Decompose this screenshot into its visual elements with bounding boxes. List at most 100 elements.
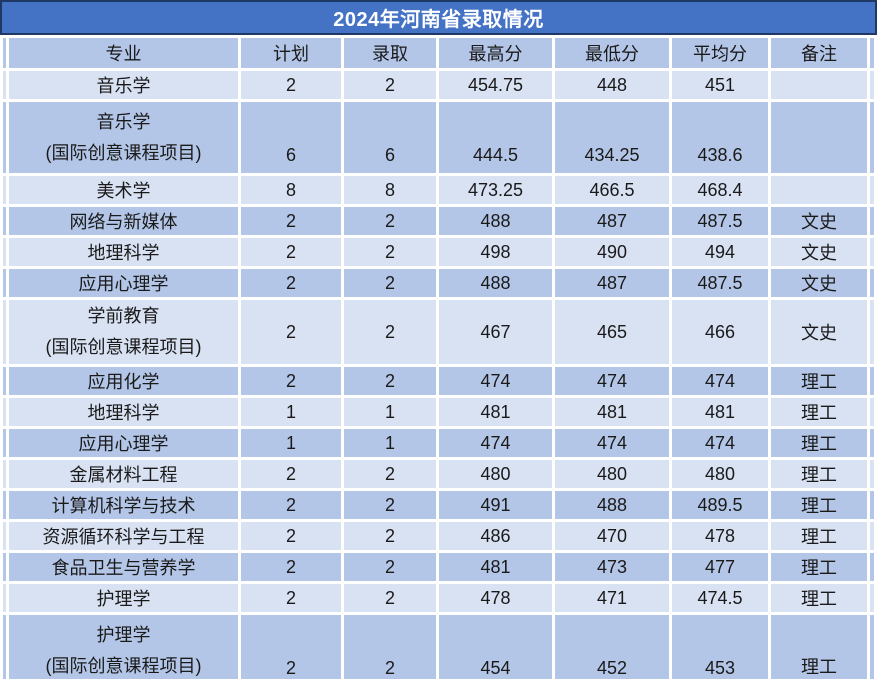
admitted-cell: 2 [344, 553, 436, 581]
max-score-cell: 473.25 [439, 176, 552, 204]
min-score-cell: 481 [555, 398, 669, 426]
admitted-cell: 1 [344, 398, 436, 426]
col-header-min-score: 最低分 [555, 38, 669, 68]
table-title: 2024年河南省录取情况 [0, 0, 877, 35]
table-edge-sliver [870, 38, 874, 68]
max-score-cell: 454.75 [439, 71, 552, 99]
major-cell: 护理学 (国际创意课程项目) [9, 615, 238, 679]
table-edge-sliver [3, 522, 6, 550]
table-edge-sliver [870, 398, 874, 426]
major-cell: 应用化学 [9, 367, 238, 395]
table-edge-sliver [870, 553, 874, 581]
table-row: 应用化学 2 2 474 474 474 理工 [3, 367, 874, 395]
table-edge-sliver [3, 584, 6, 612]
avg-score-cell: 480 [672, 460, 768, 488]
table-edge-sliver [3, 238, 6, 266]
table-edge-sliver [870, 615, 874, 679]
table-edge-sliver [3, 429, 6, 457]
col-header-admitted: 录取 [344, 38, 436, 68]
admitted-cell: 2 [344, 367, 436, 395]
table-edge-sliver [3, 491, 6, 519]
min-score-cell: 465 [555, 300, 669, 364]
table-row: 网络与新媒体 2 2 488 487 487.5 文史 [3, 207, 874, 235]
table-edge-sliver [3, 553, 6, 581]
avg-score-cell: 474.5 [672, 584, 768, 612]
min-score-cell: 448 [555, 71, 669, 99]
min-score-cell: 470 [555, 522, 669, 550]
col-header-max-score: 最高分 [439, 38, 552, 68]
plan-cell: 2 [241, 269, 341, 297]
min-score-cell: 434.25 [555, 102, 669, 173]
min-score-cell: 466.5 [555, 176, 669, 204]
avg-score-cell: 489.5 [672, 491, 768, 519]
avg-score-cell: 474 [672, 429, 768, 457]
table-row: 计算机科学与技术 2 2 491 488 489.5 理工 [3, 491, 874, 519]
max-score-cell: 488 [439, 269, 552, 297]
table-row: 护理学 2 2 478 471 474.5 理工 [3, 584, 874, 612]
major-cell: 音乐学 [9, 71, 238, 99]
major-cell: 应用心理学 [9, 269, 238, 297]
table-row: 学前教育 (国际创意课程项目) 2 2 467 465 466 文史 [3, 300, 874, 364]
table-edge-sliver [3, 300, 6, 364]
table-edge-sliver [3, 615, 6, 679]
max-score-cell: 454 [439, 615, 552, 679]
plan-cell: 6 [241, 102, 341, 173]
major-cell: 学前教育 (国际创意课程项目) [9, 300, 238, 364]
note-cell: 理工 [771, 367, 867, 395]
col-header-note: 备注 [771, 38, 867, 68]
avg-score-cell: 477 [672, 553, 768, 581]
table-edge-sliver [870, 176, 874, 204]
avg-score-cell: 494 [672, 238, 768, 266]
plan-cell: 2 [241, 71, 341, 99]
table-edge-sliver [3, 207, 6, 235]
table-edge-sliver [870, 367, 874, 395]
plan-cell: 2 [241, 522, 341, 550]
major-cell: 食品卫生与营养学 [9, 553, 238, 581]
max-score-cell: 491 [439, 491, 552, 519]
table-row: 地理科学 1 1 481 481 481 理工 [3, 398, 874, 426]
admissions-table: 专业 计划 录取 最高分 最低分 平均分 备注 音乐学 2 2 454.75 448 451 音乐学 (… [0, 35, 877, 679]
min-score-cell: 480 [555, 460, 669, 488]
table-row: 资源循环科学与工程 2 2 486 470 478 理工 [3, 522, 874, 550]
plan-cell: 8 [241, 176, 341, 204]
major-cell: 美术学 [9, 176, 238, 204]
note-cell: 理工 [771, 460, 867, 488]
plan-cell: 2 [241, 300, 341, 364]
max-score-cell: 474 [439, 429, 552, 457]
table-edge-sliver [3, 398, 6, 426]
admitted-cell: 2 [344, 460, 436, 488]
admitted-cell: 8 [344, 176, 436, 204]
note-cell: 理工 [771, 553, 867, 581]
note-cell: 文史 [771, 300, 867, 364]
avg-score-cell: 453 [672, 615, 768, 679]
table-edge-sliver [3, 269, 6, 297]
plan-cell: 2 [241, 460, 341, 488]
col-header-major: 专业 [9, 38, 238, 68]
max-score-cell: 444.5 [439, 102, 552, 173]
admitted-cell: 2 [344, 269, 436, 297]
table-edge-sliver [3, 102, 6, 173]
admitted-cell: 2 [344, 71, 436, 99]
table-row: 食品卫生与营养学 2 2 481 473 477 理工 [3, 553, 874, 581]
note-cell: 理工 [771, 522, 867, 550]
note-cell: 文史 [771, 207, 867, 235]
major-cell: 金属材料工程 [9, 460, 238, 488]
col-header-plan: 计划 [241, 38, 341, 68]
note-cell: 理工 [771, 491, 867, 519]
note-cell [771, 71, 867, 99]
major-cell: 应用心理学 [9, 429, 238, 457]
admitted-cell: 2 [344, 522, 436, 550]
table-edge-sliver [870, 460, 874, 488]
avg-score-cell: 468.4 [672, 176, 768, 204]
major-cell: 音乐学 (国际创意课程项目) [9, 102, 238, 173]
min-score-cell: 488 [555, 491, 669, 519]
note-cell: 文史 [771, 238, 867, 266]
note-cell [771, 176, 867, 204]
admitted-cell: 2 [344, 207, 436, 235]
avg-score-cell: 466 [672, 300, 768, 364]
min-score-cell: 471 [555, 584, 669, 612]
plan-cell: 1 [241, 429, 341, 457]
note-cell: 理工 [771, 398, 867, 426]
table-edge-sliver [3, 367, 6, 395]
major-cell: 护理学 [9, 584, 238, 612]
